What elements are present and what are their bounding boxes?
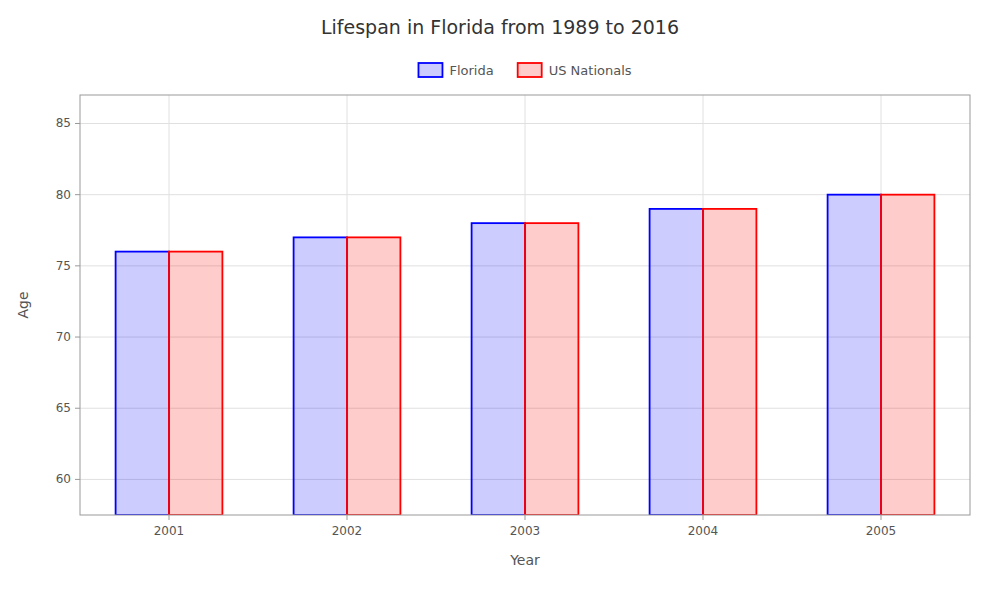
x-axis-label: Year [509,552,540,568]
bar [881,195,934,515]
x-tick [525,515,526,520]
x-tick-label: 2002 [332,524,363,538]
x-tick-label: 2001 [154,524,185,538]
bar [525,223,578,515]
bar [703,209,756,515]
x-tick-label: 2003 [510,524,541,538]
legend: Florida US Nationals [418,63,631,78]
x-tick-label: 2005 [866,524,897,538]
y-tick [75,265,80,266]
y-tick-label: 85 [56,116,71,130]
title: Lifespan in Florida from 1989 to 2016 [321,16,679,38]
x-tick-label: 2004 [688,524,719,538]
legend-label: US Nationals [549,63,632,78]
legend-label: Florida [449,63,493,78]
chart: 60 65 70 75 80 85 2001 2002 2003 2004 2005 Year Age L… [0,0,1000,600]
plot-frame [80,95,970,515]
y-tick-label: 75 [56,259,71,273]
x-axis: 2001 2002 2003 2004 2005 [154,515,897,538]
y-tick-label: 80 [56,188,71,202]
bar [472,223,525,515]
y-tick-label: 70 [56,330,71,344]
legend-swatch [518,63,542,77]
bar [347,237,400,515]
grid [80,95,970,515]
legend-swatch [418,63,442,77]
x-tick [703,515,704,520]
y-axis-label: Age [15,291,31,318]
bar [116,252,169,515]
x-tick [881,515,882,520]
bar [169,252,222,515]
y-tick-label: 65 [56,401,71,415]
y-tick [75,123,80,124]
bar [650,209,703,515]
legend-item: US Nationals [518,63,632,78]
bar [828,195,881,515]
y-tick [75,408,80,409]
y-tick [75,337,80,338]
y-tick-label: 60 [56,472,71,486]
bar [294,237,347,515]
x-tick [169,515,170,520]
x-tick [347,515,348,520]
bars [116,195,935,515]
y-tick [75,479,80,480]
y-tick [75,194,80,195]
legend-item: Florida [418,63,493,78]
y-axis: 60 65 70 75 80 85 [56,116,80,486]
